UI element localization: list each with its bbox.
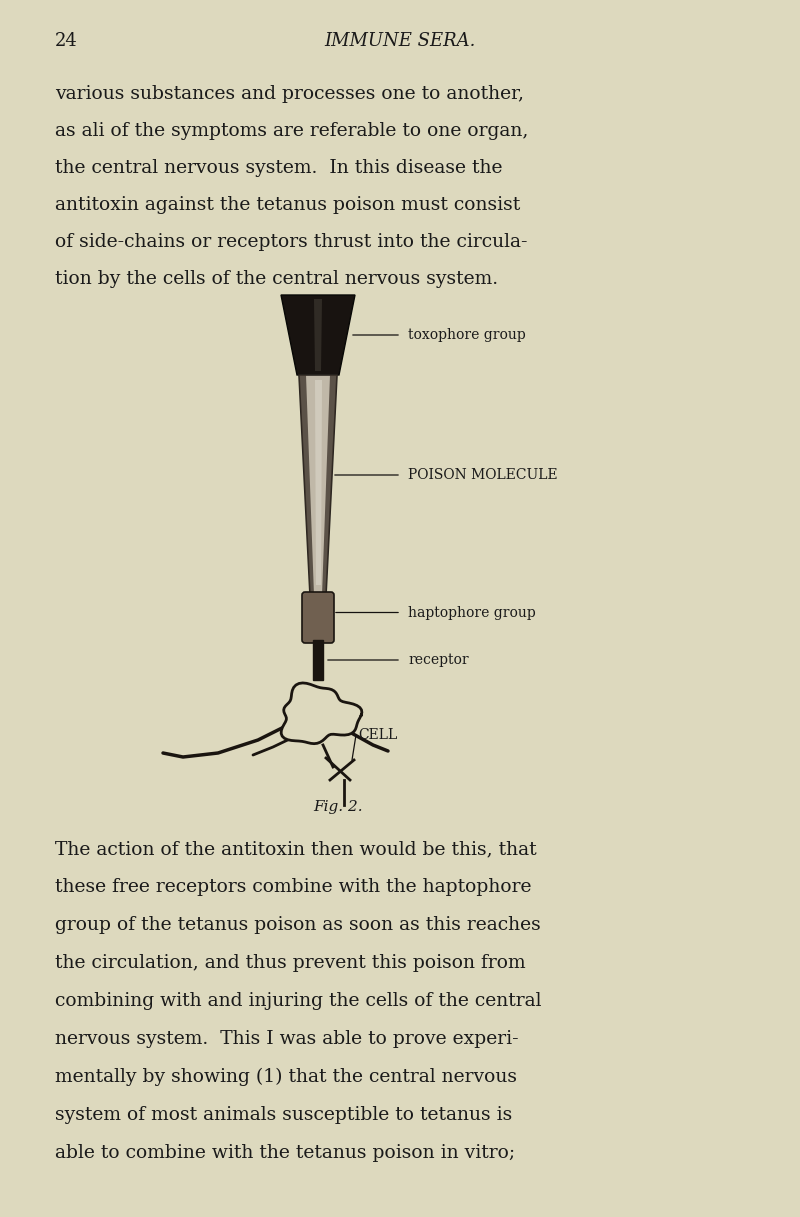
Text: the central nervous system.  In this disease the: the central nervous system. In this dise… xyxy=(55,159,502,176)
Polygon shape xyxy=(281,295,355,375)
Text: antitoxin against the tetanus poison must consist: antitoxin against the tetanus poison mus… xyxy=(55,196,520,214)
Text: nervous system.  This I was able to prove experi-: nervous system. This I was able to prove… xyxy=(55,1030,518,1048)
Polygon shape xyxy=(314,299,322,371)
Text: system of most animals susceptible to tetanus is: system of most animals susceptible to te… xyxy=(55,1106,512,1125)
Text: combining with and injuring the cells of the central: combining with and injuring the cells of… xyxy=(55,992,542,1010)
Polygon shape xyxy=(305,595,331,640)
Text: tion by the cells of the central nervous system.: tion by the cells of the central nervous… xyxy=(55,270,498,288)
Text: of side-chains or receptors thrust into the circula-: of side-chains or receptors thrust into … xyxy=(55,232,527,251)
Text: haptophore group: haptophore group xyxy=(408,606,536,619)
Polygon shape xyxy=(315,380,322,585)
Text: The action of the antitoxin then would be this, that: The action of the antitoxin then would b… xyxy=(55,840,537,858)
Text: IMMUNE SERA.: IMMUNE SERA. xyxy=(324,32,476,50)
FancyBboxPatch shape xyxy=(302,591,334,643)
Text: the circulation, and thus prevent this poison from: the circulation, and thus prevent this p… xyxy=(55,954,526,972)
Polygon shape xyxy=(299,375,314,595)
Text: CELL: CELL xyxy=(358,728,398,742)
Polygon shape xyxy=(313,640,323,680)
Text: able to combine with the tetanus poison in vitro;: able to combine with the tetanus poison … xyxy=(55,1144,515,1162)
Text: POISON MOLECULE: POISON MOLECULE xyxy=(408,469,558,482)
Text: group of the tetanus poison as soon as this reaches: group of the tetanus poison as soon as t… xyxy=(55,916,541,933)
Text: toxophore group: toxophore group xyxy=(408,329,526,342)
Text: mentally by showing (1) that the central nervous: mentally by showing (1) that the central… xyxy=(55,1069,517,1087)
Polygon shape xyxy=(281,683,362,744)
Text: Fig. 2.: Fig. 2. xyxy=(313,800,363,814)
Text: various substances and processes one to another,: various substances and processes one to … xyxy=(55,85,524,103)
Text: these free receptors combine with the haptophore: these free receptors combine with the ha… xyxy=(55,877,531,896)
Polygon shape xyxy=(322,375,337,595)
Text: 24: 24 xyxy=(55,32,78,50)
Polygon shape xyxy=(299,375,337,595)
Text: as ali of the symptoms are referable to one organ,: as ali of the symptoms are referable to … xyxy=(55,122,528,140)
Text: receptor: receptor xyxy=(408,654,469,667)
